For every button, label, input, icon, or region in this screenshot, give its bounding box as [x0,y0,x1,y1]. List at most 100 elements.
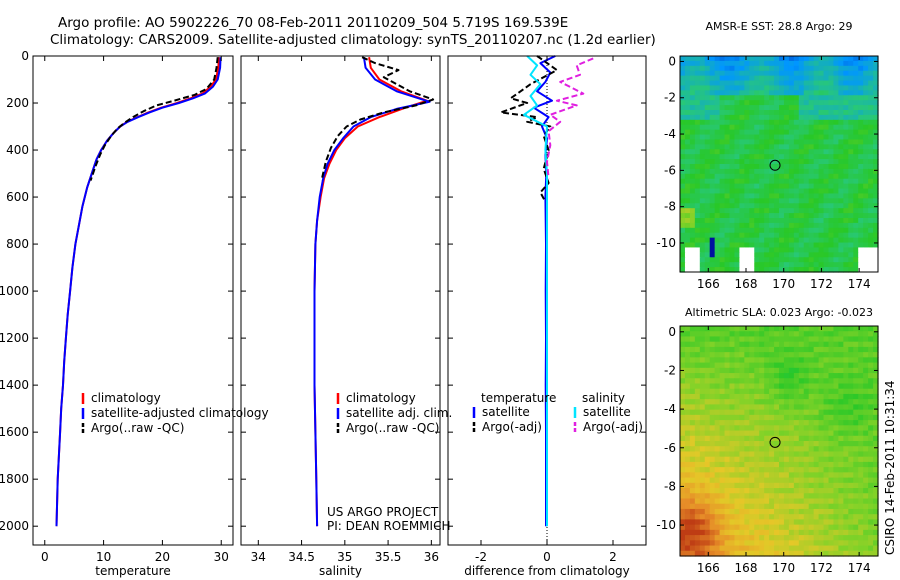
map-cell [774,168,780,175]
map-cell [680,198,686,204]
map-cell [858,56,864,62]
map-cell [759,461,765,468]
map-cell [828,383,835,390]
map-cell [764,362,770,369]
map-cell [798,222,805,229]
map-cell [833,119,839,126]
map-cell [779,425,785,432]
map-cell [858,404,864,411]
map-cell [853,100,859,106]
map-cell [694,188,701,195]
map-cell [744,100,750,106]
map-cell [848,193,854,199]
map-cell [798,435,805,442]
map-cell [704,441,711,447]
map-cell [709,203,716,209]
map-cell [779,514,785,521]
map-cell [813,477,820,484]
map-cell [868,105,874,111]
y-tick-label: 200 [6,96,29,110]
map-cell [843,498,849,505]
map-cell [739,451,745,458]
map-cell [818,65,825,72]
map-cell [704,105,711,111]
map-cell [838,227,844,234]
map-cell [833,105,839,111]
map-cell [769,119,775,126]
map-cell [853,198,859,204]
map-cell [838,498,844,505]
map-cell [813,173,820,180]
map-cell [813,203,820,209]
map-cell [828,498,835,505]
map-cell [709,331,716,338]
map-cell [719,430,726,437]
map-cell [783,119,790,126]
map-cell [858,535,864,541]
map-cell [853,399,859,406]
map-cell [739,414,745,421]
map-cell [734,346,740,353]
map-cell [803,168,810,175]
map-cell [828,257,835,263]
map-cell [868,399,874,406]
map-cell [764,467,770,473]
map-cell [749,430,755,437]
map-cell [774,346,780,353]
map-cell [709,262,716,268]
map-cell [833,124,839,131]
map-cell [744,430,750,437]
map-cell [769,524,775,531]
map-cell [808,519,815,526]
map-cell [769,388,775,395]
map-cell [828,524,835,531]
map-cell [749,56,755,62]
map-cell [803,472,810,479]
map-cell [818,247,825,253]
map-cell [833,346,839,353]
map-cell [783,60,790,67]
map-cell [808,168,815,175]
map-cell [823,252,830,258]
map-cell [769,357,775,364]
map-cell [769,362,775,369]
map-cell [863,331,869,338]
map-cell [818,367,825,374]
map-cell [719,119,726,126]
map-cell [848,446,854,453]
map-cell [714,493,721,500]
panel-temperature: 0 10 20 30temperature0200400600800100012001… [0,49,234,578]
map-cell [833,56,839,62]
map-cell [803,56,810,62]
map-cell [689,183,696,190]
map-cell [788,168,795,175]
map-cell [848,493,854,500]
map-cell [868,168,874,175]
map-cell [774,498,780,505]
map-cell [764,154,770,160]
map-cell [873,393,879,400]
map-cell [803,435,810,442]
map-cell [793,488,800,494]
map-cell [843,540,849,547]
map-cell [783,524,790,531]
map-cell [808,70,815,77]
map-cell [764,168,770,175]
map-cell [759,247,765,253]
map-cell [788,95,795,101]
map-cell [759,383,765,390]
map-cell [759,508,765,515]
map-cell [779,144,785,150]
map-cell [833,70,839,77]
map-cell [729,524,736,531]
map-cell [823,367,830,374]
map-cell [808,399,815,406]
map-cell [689,114,696,121]
map-cell [788,114,795,121]
map-cell [694,134,701,141]
map-cell [823,56,830,62]
map-cell [833,60,839,67]
map-cell [808,100,815,106]
map-cell [689,252,696,258]
map-cell [788,545,795,552]
